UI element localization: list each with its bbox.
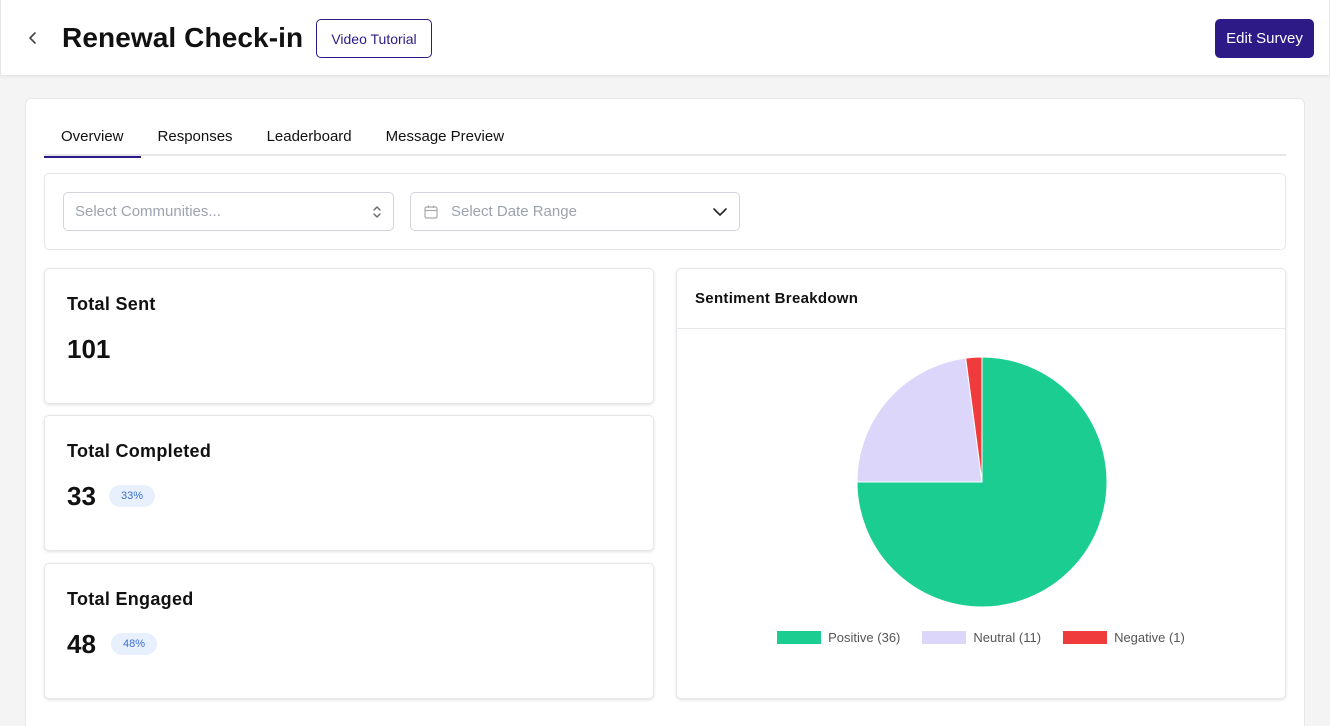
legend-item-positive[interactable]: Positive (36) xyxy=(777,630,900,645)
tab-leaderboard[interactable]: Leaderboard xyxy=(266,128,352,145)
legend-label-neutral: Neutral (11) xyxy=(973,629,1042,645)
survey-overview-card: Overview Responses Leaderboard Message P… xyxy=(25,98,1305,726)
total-sent-card: Total Sent 101 xyxy=(44,268,654,404)
pie-slice-negative[interactable] xyxy=(965,356,983,483)
legend-swatch-negative xyxy=(1063,630,1108,644)
tab-message-preview[interactable]: Message Preview xyxy=(385,128,505,145)
chevron-down-icon xyxy=(713,208,727,216)
page-header: Renewal Check-in Video Tutorial Edit Sur… xyxy=(0,0,1330,76)
date-range-placeholder: Select Date Range xyxy=(451,203,577,220)
total-sent-label: Total Sent xyxy=(67,294,156,314)
legend-label-positive: Positive (36) xyxy=(828,629,901,645)
chart-legend: Positive (36) Neutral (11) Negative (1) xyxy=(677,627,1285,647)
total-engaged-percent-badge: 48% xyxy=(111,633,158,655)
total-completed-card: Total Completed 33 33% xyxy=(44,415,654,551)
pie-slice-neutral[interactable] xyxy=(856,357,983,483)
legend-item-negative[interactable]: Negative (1) xyxy=(1063,630,1185,645)
communities-select-placeholder: Select Communities... xyxy=(75,203,221,220)
legend-swatch-neutral xyxy=(922,630,967,644)
filter-bar: Select Communities... Select Date Range xyxy=(44,173,1286,250)
video-tutorial-button[interactable]: Video Tutorial xyxy=(316,19,432,58)
total-completed-percent-badge: 33% xyxy=(109,485,156,507)
tab-responses[interactable]: Responses xyxy=(157,128,233,145)
legend-swatch-positive xyxy=(777,630,822,644)
page-title: Renewal Check-in xyxy=(62,22,304,53)
date-range-select[interactable]: Select Date Range xyxy=(410,192,740,231)
sentiment-breakdown-card: Sentiment Breakdown Positive (36) Neutra… xyxy=(676,268,1286,699)
edit-survey-button[interactable]: Edit Survey xyxy=(1215,19,1314,58)
total-engaged-value: 48 xyxy=(67,629,96,659)
legend-label-negative: Negative (1) xyxy=(1114,629,1185,645)
tab-overview[interactable]: Overview xyxy=(44,117,141,158)
total-engaged-label: Total Engaged xyxy=(67,589,194,609)
total-completed-value: 33 xyxy=(67,481,96,511)
sentiment-pie-chart xyxy=(856,356,1108,608)
calendar-icon xyxy=(424,205,438,219)
legend-item-neutral[interactable]: Neutral (11) xyxy=(922,630,1041,645)
chart-title: Sentiment Breakdown xyxy=(677,269,1285,329)
chevron-left-icon xyxy=(29,32,36,44)
total-completed-label: Total Completed xyxy=(67,441,212,461)
tab-bar: Overview Responses Leaderboard Message P… xyxy=(44,117,1286,158)
back-button[interactable] xyxy=(23,28,43,48)
pie-slice-positive[interactable] xyxy=(856,356,1108,608)
communities-select[interactable]: Select Communities... xyxy=(63,192,394,231)
chevron-up-down-icon xyxy=(373,206,381,218)
total-sent-value: 101 xyxy=(67,334,111,364)
total-engaged-card: Total Engaged 48 48% xyxy=(44,563,654,699)
